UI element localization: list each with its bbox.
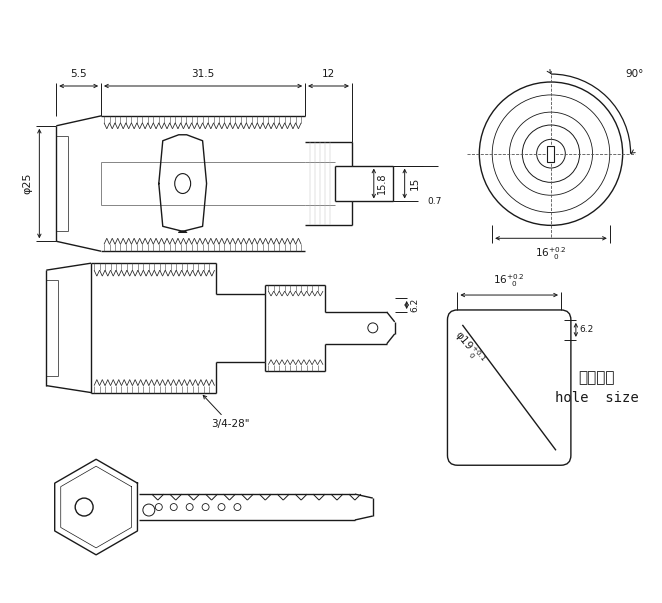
Text: 90°: 90° xyxy=(626,69,644,79)
Text: hole  size: hole size xyxy=(555,391,639,405)
Text: 0.7: 0.7 xyxy=(428,197,442,206)
Ellipse shape xyxy=(175,174,191,194)
Text: $16^{+0.2}_{\ \ 0}$: $16^{+0.2}_{\ \ 0}$ xyxy=(493,273,525,289)
Text: 31.5: 31.5 xyxy=(191,69,214,79)
Text: $16^{+0.2}_{\ \ 0}$: $16^{+0.2}_{\ \ 0}$ xyxy=(535,245,567,262)
Text: 15: 15 xyxy=(410,177,420,190)
Text: 6.2: 6.2 xyxy=(410,298,420,312)
Text: φ19$^{+0.1}_{\ \ 0}$: φ19$^{+0.1}_{\ \ 0}$ xyxy=(450,327,489,368)
Text: 5.5: 5.5 xyxy=(70,69,87,79)
Bar xyxy=(547,146,555,162)
Text: 6.2: 6.2 xyxy=(580,326,594,335)
Text: 3/4-28": 3/4-28" xyxy=(203,396,250,429)
Text: φ25: φ25 xyxy=(23,173,32,194)
Text: 12: 12 xyxy=(322,69,335,79)
Text: 开孔尺寸: 开孔尺寸 xyxy=(579,370,615,385)
Text: 15.8: 15.8 xyxy=(377,173,387,194)
